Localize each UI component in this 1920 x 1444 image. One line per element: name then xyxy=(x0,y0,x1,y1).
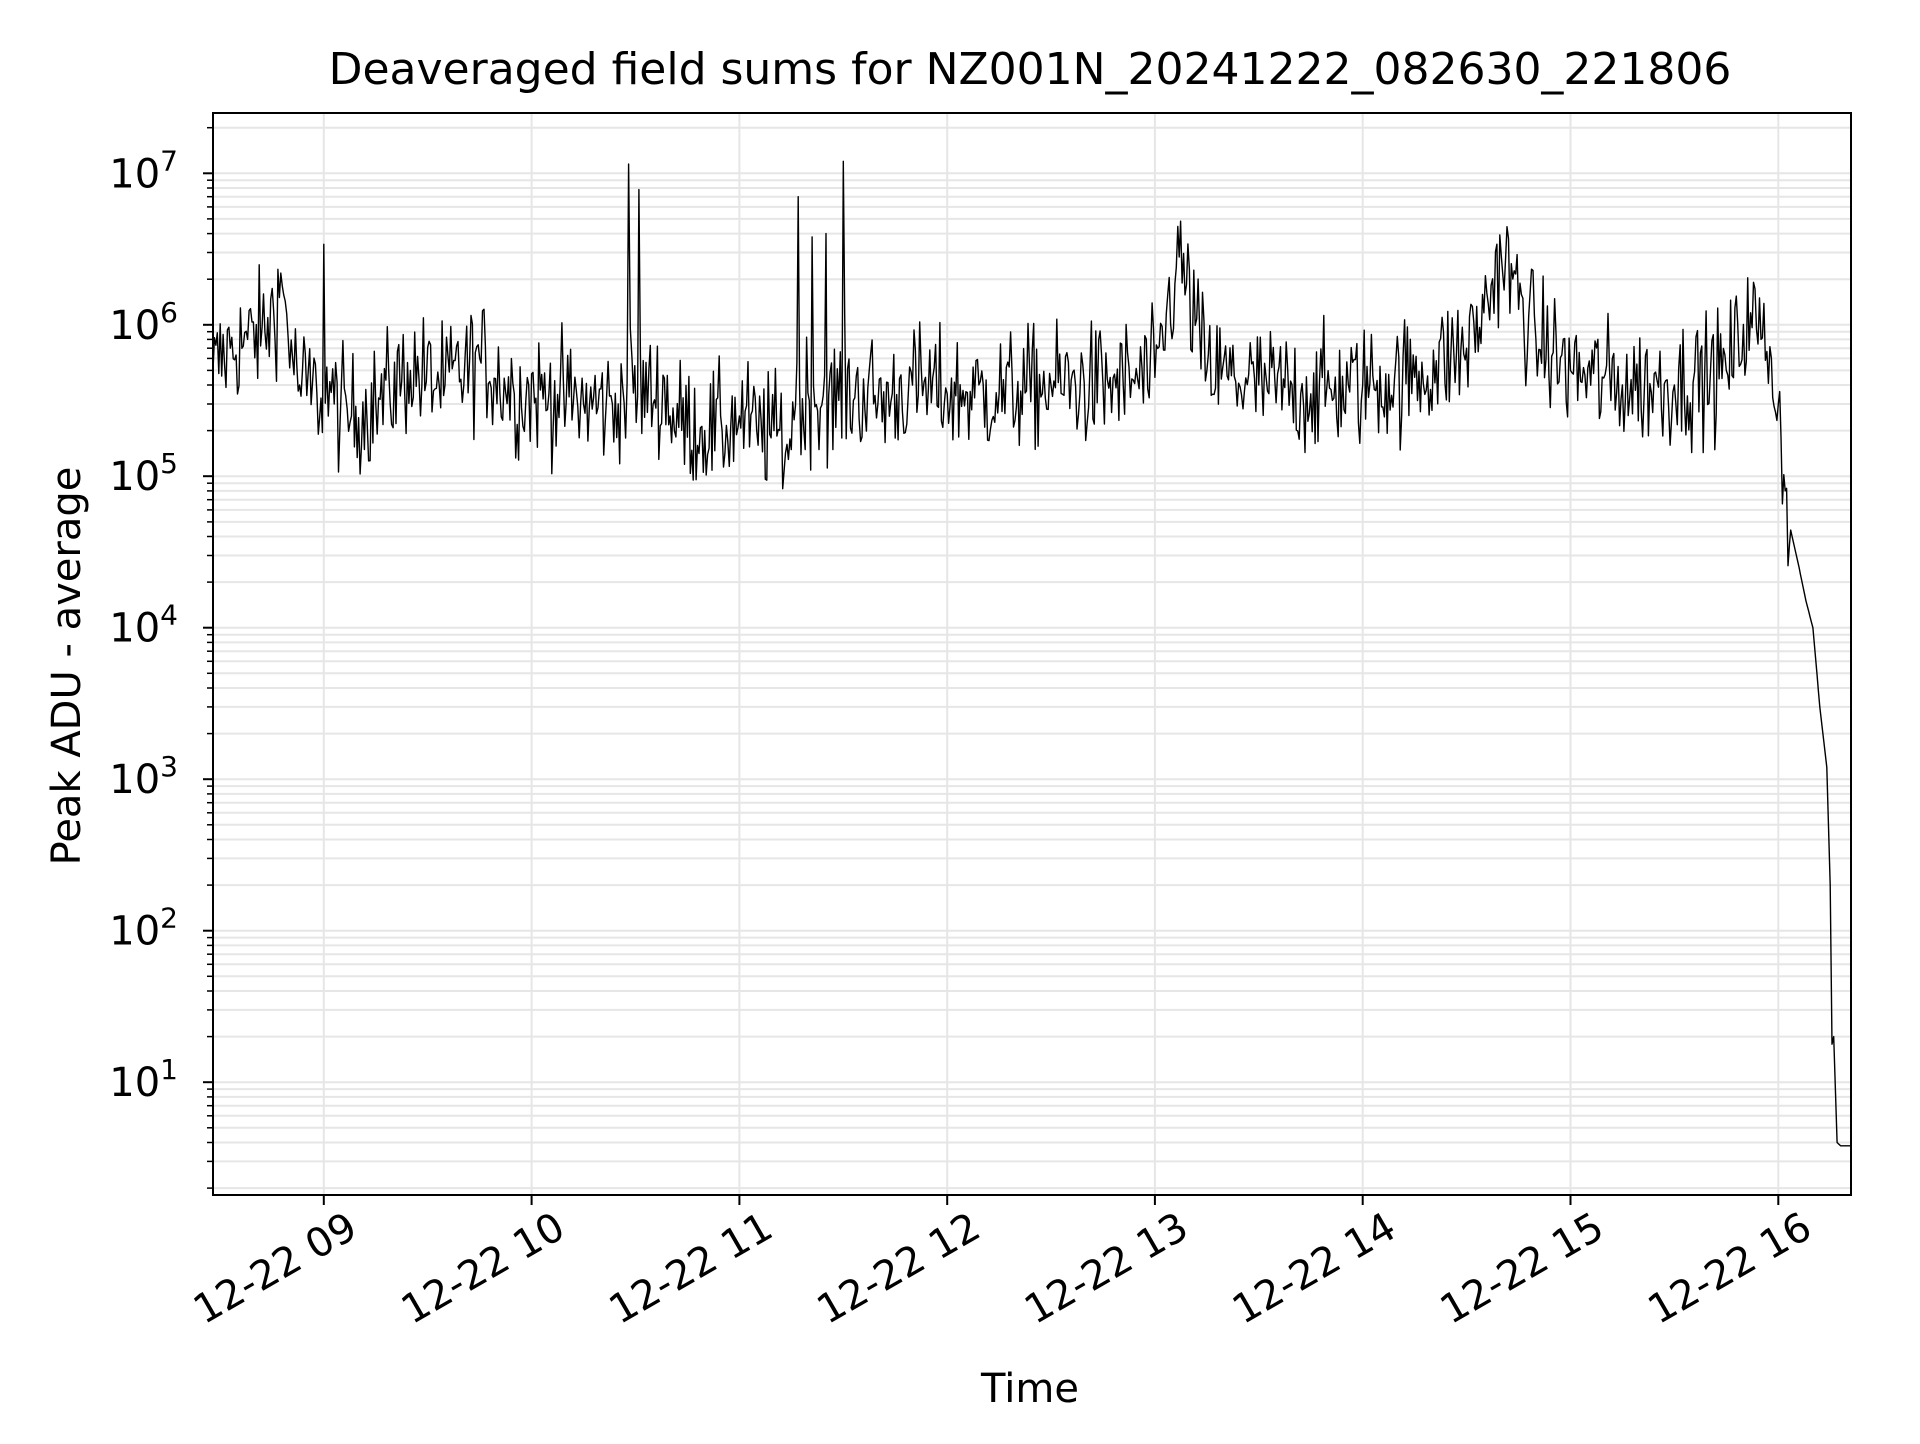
y-tick-label: 104 xyxy=(109,599,178,652)
series-layer xyxy=(212,160,1851,1147)
y-tick-label: 106 xyxy=(109,296,178,349)
y-tick-label: 101 xyxy=(109,1053,178,1106)
y-tick-label: 107 xyxy=(109,144,178,197)
y-axis-label: Peak ADU - average xyxy=(44,467,90,866)
chart-title: Deaveraged field sums for NZ001N_2024122… xyxy=(329,44,1732,95)
y-tick-label: 102 xyxy=(109,902,178,955)
plot-frame xyxy=(212,112,1852,1196)
y-tick-label: 103 xyxy=(109,750,178,803)
x-axis-label: Time xyxy=(980,1366,1079,1412)
y-tick-label: 105 xyxy=(109,447,178,500)
grid xyxy=(213,113,1851,1195)
series-line-1 xyxy=(212,160,1851,1147)
